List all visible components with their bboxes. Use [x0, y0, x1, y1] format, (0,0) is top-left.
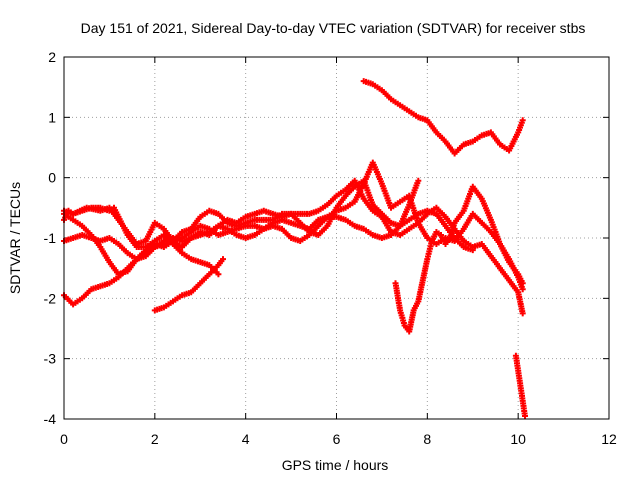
y-tick-label: 2 [48, 49, 56, 65]
data-series [61, 78, 528, 419]
y-axis-label: SDTVAR / TECUs [7, 182, 23, 294]
series-arc-9 [512, 352, 528, 419]
x-tick-label: 0 [60, 431, 68, 447]
x-tick-label: 4 [242, 431, 250, 447]
y-tick-label: -3 [44, 351, 57, 367]
data-point [519, 117, 526, 124]
data-point [519, 286, 526, 293]
series-arc-8 [392, 183, 526, 335]
plot-frame [63, 56, 610, 420]
series-arc-4 [61, 177, 526, 317]
x-tick-label: 6 [333, 431, 341, 447]
x-tick-label: 2 [151, 431, 159, 447]
y-tick-label: -2 [44, 290, 57, 306]
data-point [220, 256, 226, 263]
series-arc-7 [360, 78, 526, 157]
chart-title: Day 151 of 2021, Sidereal Day-to-day VTE… [81, 20, 586, 36]
data-point [522, 413, 528, 419]
y-tick-label: -1 [44, 230, 57, 246]
y-tick-label: -4 [44, 411, 57, 427]
x-axis-label: GPS time / hours [282, 457, 389, 473]
x-tick-label: 10 [510, 431, 526, 447]
series-line [63, 179, 524, 314]
data-point [519, 310, 526, 317]
y-tick-label: 0 [48, 170, 56, 186]
data-point [415, 177, 422, 184]
data-point [215, 271, 222, 278]
x-tick-label: 8 [423, 431, 431, 447]
series-arc-6 [151, 256, 226, 314]
x-tick-label: 12 [601, 431, 617, 447]
series-arc-5 [61, 159, 526, 308]
y-tick-label: 1 [48, 109, 56, 125]
